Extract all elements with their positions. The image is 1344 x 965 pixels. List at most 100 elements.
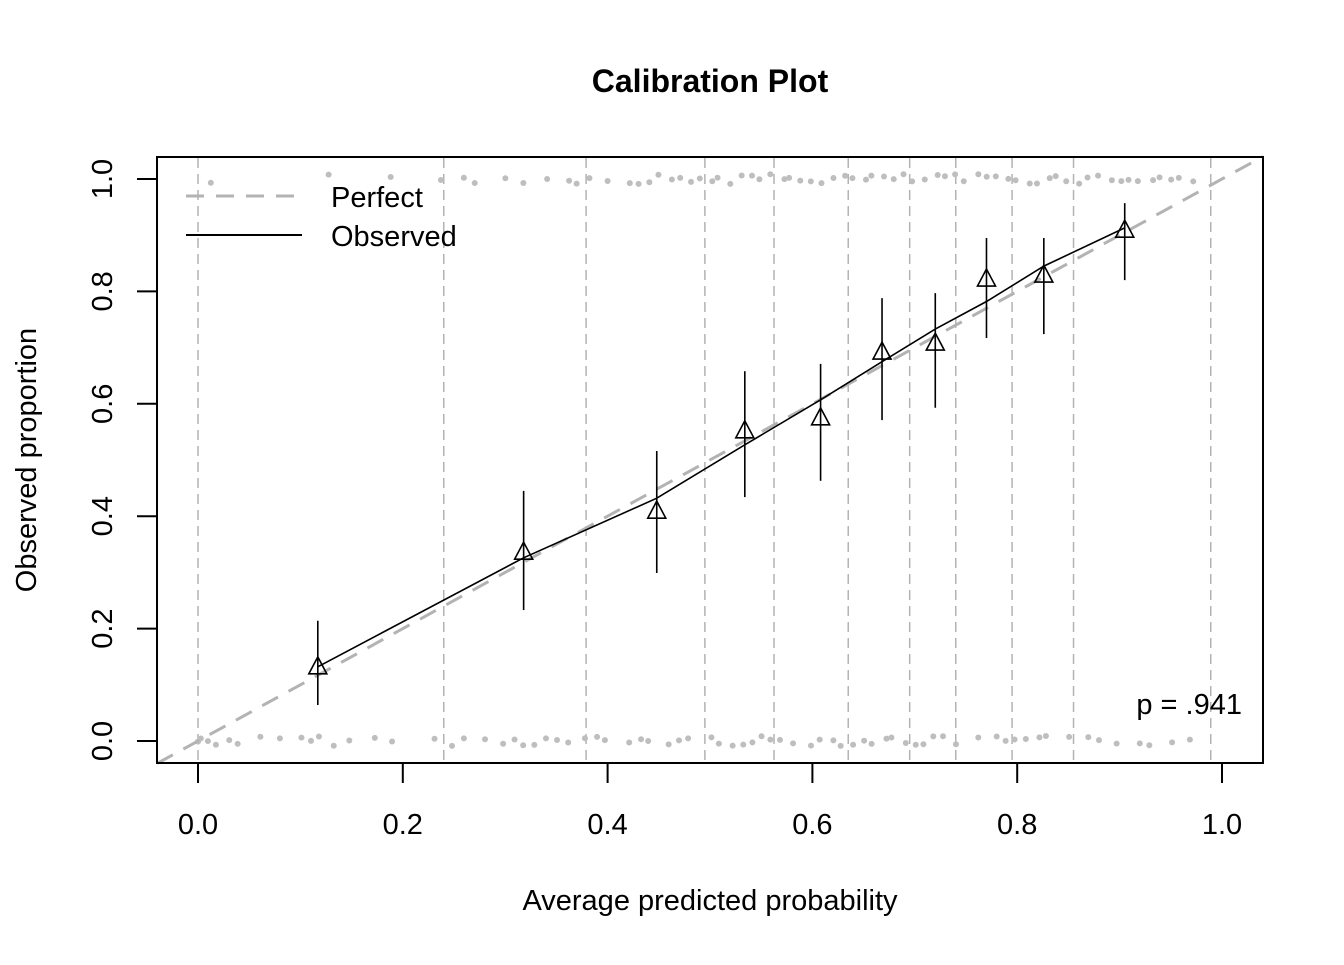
rug-point-0 bbox=[685, 735, 692, 742]
rug-point-1 bbox=[1175, 174, 1182, 181]
rug-point-0 bbox=[565, 739, 572, 746]
x-axis-label: Average predicted probability bbox=[522, 885, 898, 917]
rug-point-1 bbox=[807, 178, 814, 185]
rug-point-1 bbox=[921, 176, 928, 183]
y-tick-label: 0.2 bbox=[87, 608, 119, 648]
rug-point-0 bbox=[298, 734, 305, 741]
rug-point-0 bbox=[708, 734, 715, 741]
rug-point-1 bbox=[941, 173, 948, 180]
rug-point-1 bbox=[862, 176, 869, 183]
rug-point-0 bbox=[883, 735, 890, 742]
rug-point-0 bbox=[790, 740, 797, 747]
rug-point-0 bbox=[758, 733, 765, 740]
rug-point-1 bbox=[544, 175, 551, 182]
legend-observed-label: Observed bbox=[331, 221, 457, 253]
rug-point-0 bbox=[816, 736, 823, 743]
rug-point-1 bbox=[960, 178, 967, 185]
rug-point-0 bbox=[975, 734, 982, 741]
rug-point-0 bbox=[276, 735, 283, 742]
rug-point-0 bbox=[449, 742, 456, 749]
rug-point-1 bbox=[781, 176, 788, 183]
rug-point-0 bbox=[888, 734, 895, 741]
rug-point-0 bbox=[850, 741, 857, 748]
rug-point-0 bbox=[767, 736, 774, 743]
triangle-point bbox=[924, 331, 946, 351]
rug-point-0 bbox=[1002, 737, 1009, 744]
rug-point-1 bbox=[626, 180, 633, 187]
rug-point-0 bbox=[1066, 733, 1073, 740]
x-tick-label: 1.0 bbox=[1202, 809, 1242, 841]
rug-point-1 bbox=[1076, 180, 1083, 187]
rug-point-0 bbox=[308, 737, 315, 744]
legend-perfect-label: Perfect bbox=[331, 182, 423, 214]
rug-point-0 bbox=[930, 733, 937, 740]
y-tick-label: 1.0 bbox=[87, 159, 119, 199]
rug-point-1 bbox=[696, 175, 703, 182]
rug-point-1 bbox=[868, 172, 875, 179]
observed-line bbox=[317, 227, 1126, 668]
y-tick-label: 0.6 bbox=[87, 384, 119, 424]
rug-point-0 bbox=[1113, 740, 1120, 747]
rug-point-1 bbox=[1156, 174, 1163, 181]
rug-point-0 bbox=[197, 735, 204, 742]
rug-point-0 bbox=[626, 739, 633, 746]
rug-point-1 bbox=[1026, 180, 1033, 187]
rug-point-1 bbox=[714, 174, 721, 181]
rug-point-1 bbox=[460, 174, 467, 181]
x-tick-label: 0.4 bbox=[587, 809, 627, 841]
rug-point-1 bbox=[767, 171, 774, 178]
rug-point-1 bbox=[635, 180, 642, 187]
rug-point-0 bbox=[830, 737, 837, 744]
rug-point-1 bbox=[934, 172, 941, 179]
rug-point-0 bbox=[371, 734, 378, 741]
rug-point-0 bbox=[542, 735, 549, 742]
rug-point-0 bbox=[861, 737, 868, 744]
rug-point-0 bbox=[500, 740, 507, 747]
rug-point-0 bbox=[234, 740, 241, 747]
y-tick-label: 0.4 bbox=[87, 496, 119, 536]
rug-point-1 bbox=[738, 172, 745, 179]
rug-point-1 bbox=[975, 171, 982, 178]
rug-point-1 bbox=[797, 177, 804, 184]
rug-point-0 bbox=[204, 738, 211, 745]
rug-point-0 bbox=[1011, 736, 1018, 743]
rug-point-0 bbox=[645, 737, 652, 744]
triangle-point bbox=[976, 267, 997, 287]
triangle-point bbox=[734, 419, 756, 439]
rug-point-1 bbox=[1095, 172, 1102, 179]
rug-point-1 bbox=[325, 171, 332, 178]
rug-point-1 bbox=[952, 171, 959, 178]
y-tick-label: 0.8 bbox=[87, 271, 119, 311]
rug-point-0 bbox=[940, 733, 947, 740]
p-value-annotation: p = .941 bbox=[1136, 689, 1242, 721]
rug-point-0 bbox=[520, 742, 527, 749]
rug-point-1 bbox=[992, 173, 999, 180]
rug-point-0 bbox=[776, 736, 783, 743]
rug-point-1 bbox=[830, 174, 837, 181]
rug-point-1 bbox=[1190, 178, 1197, 185]
rug-point-0 bbox=[511, 736, 518, 743]
rug-point-1 bbox=[655, 171, 662, 178]
rug-point-0 bbox=[1022, 735, 1029, 742]
rug-point-0 bbox=[601, 737, 608, 744]
x-tick-label: 0.6 bbox=[792, 809, 832, 841]
triangle-point bbox=[646, 499, 668, 519]
rug-point-1 bbox=[566, 177, 573, 184]
rug-point-0 bbox=[1095, 737, 1102, 744]
rug-point-1 bbox=[1125, 176, 1132, 183]
rug-point-0 bbox=[460, 735, 467, 742]
rug-point-0 bbox=[315, 733, 322, 740]
x-tick-label: 0.2 bbox=[383, 809, 423, 841]
rug-point-0 bbox=[257, 733, 264, 740]
rug-point-0 bbox=[1169, 739, 1176, 746]
triangle-point bbox=[1033, 263, 1055, 283]
rug-point-1 bbox=[1084, 174, 1091, 181]
rug-point-0 bbox=[581, 735, 588, 742]
rug-point-0 bbox=[740, 741, 747, 748]
rug-point-1 bbox=[1134, 178, 1141, 185]
rug-point-1 bbox=[709, 178, 716, 185]
perfect-calibration-line bbox=[156, 155, 1264, 765]
rug-point-1 bbox=[842, 172, 849, 179]
rug-point-1 bbox=[1118, 178, 1125, 185]
rug-point-1 bbox=[502, 175, 509, 182]
